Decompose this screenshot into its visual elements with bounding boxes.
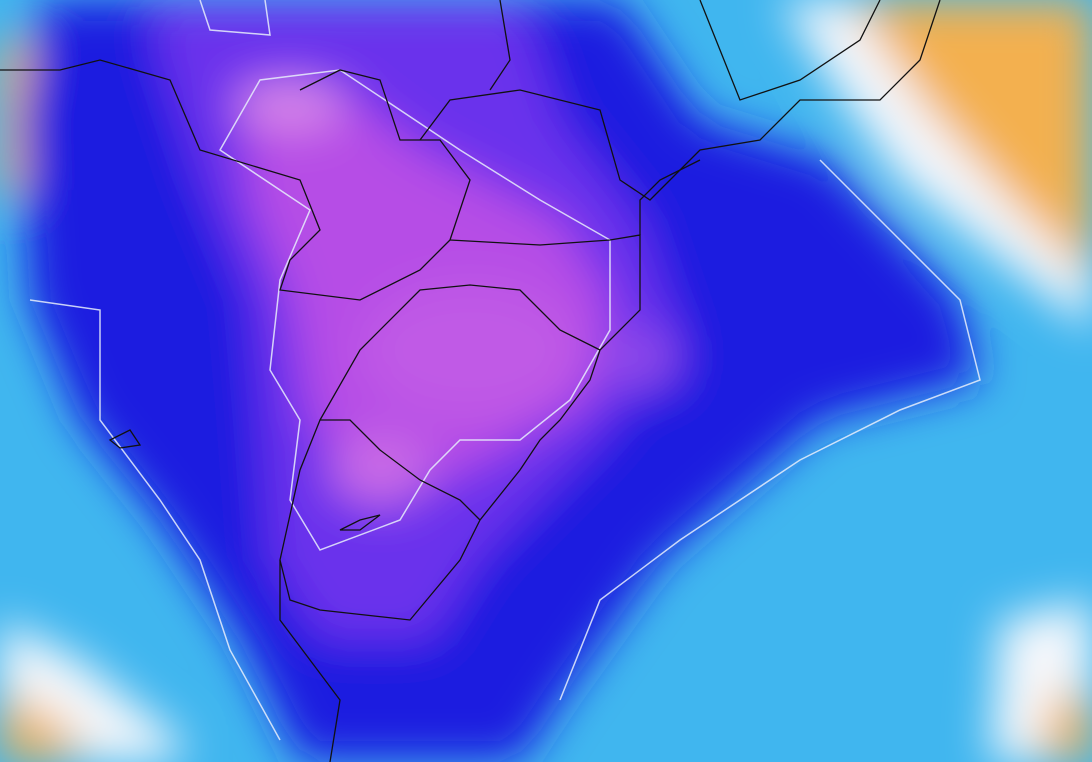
- lake: [339, 514, 381, 531]
- isotherm: [219, 69, 611, 551]
- very-cold-area: [600, 330, 680, 390]
- isotherm: [199, 0, 271, 36]
- border: [419, 0, 941, 201]
- border: [489, 0, 511, 91]
- border: [279, 560, 341, 762]
- isotherms: [29, 0, 981, 741]
- border: [639, 159, 701, 235]
- border: [0, 59, 471, 301]
- border: [279, 234, 641, 621]
- warm-area: [1040, 690, 1092, 762]
- isotherm: [29, 299, 281, 741]
- border: [319, 284, 601, 421]
- extreme-cold-core: [360, 280, 580, 420]
- isotherm: [559, 159, 981, 701]
- island: [108, 429, 142, 449]
- extreme-cold-core: [235, 80, 345, 130]
- warm-area: [0, 690, 90, 762]
- borders: [0, 0, 941, 762]
- extreme-cold-core: [330, 435, 430, 505]
- border: [699, 0, 881, 101]
